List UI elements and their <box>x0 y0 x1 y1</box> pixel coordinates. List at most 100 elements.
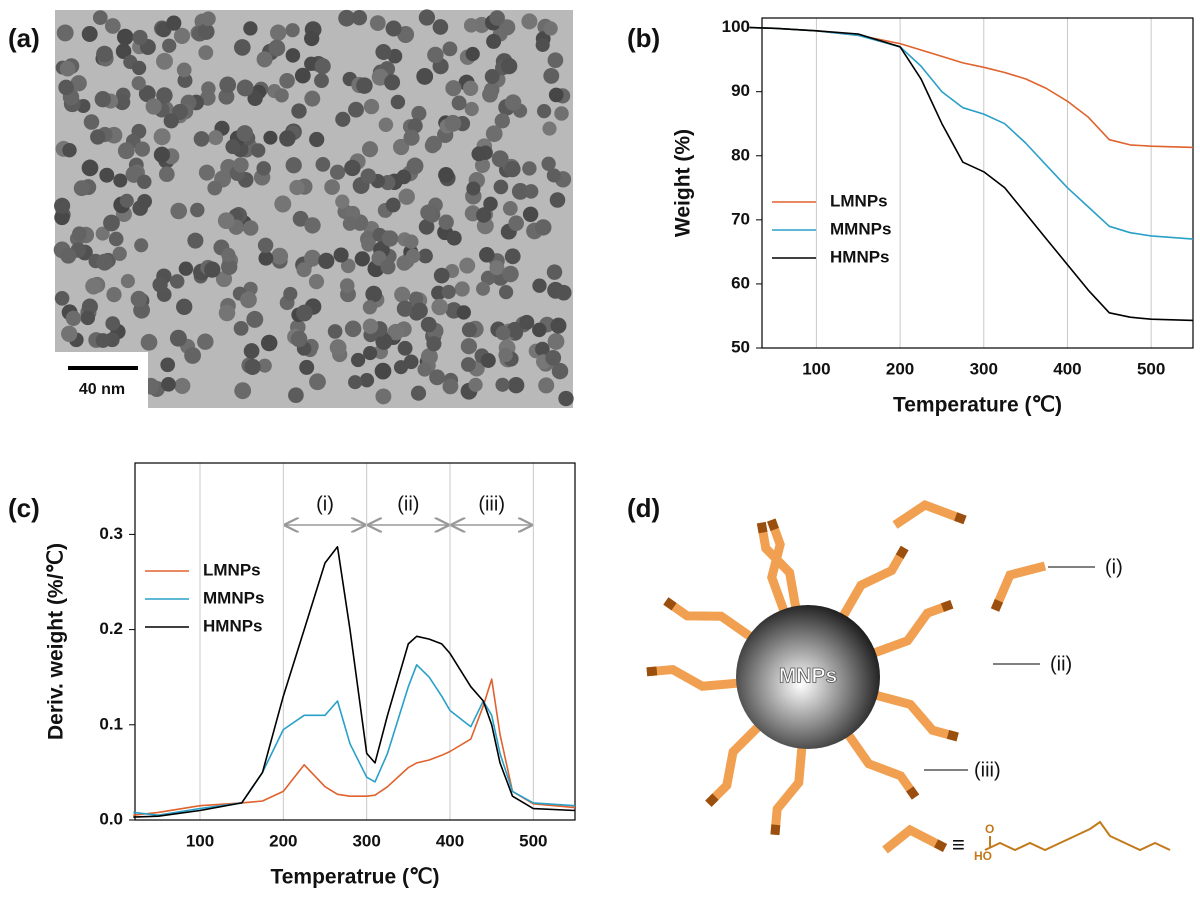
particle <box>117 142 135 160</box>
ligand <box>705 721 764 807</box>
particle <box>360 168 377 184</box>
particle <box>153 146 171 163</box>
particle <box>335 111 351 127</box>
particle <box>81 298 98 315</box>
particle <box>99 167 115 183</box>
particle <box>378 117 394 133</box>
region-label: (ii) <box>397 493 419 515</box>
particle <box>532 278 547 293</box>
particle <box>381 230 399 247</box>
plot-frame <box>134 462 576 821</box>
particle <box>456 305 471 320</box>
particle <box>83 114 100 130</box>
particle <box>285 48 301 63</box>
particle <box>96 45 113 63</box>
particle <box>215 270 233 288</box>
region-label: (iii) <box>478 493 505 515</box>
scale-bar-box <box>55 352 148 408</box>
particle <box>94 91 111 108</box>
particle <box>474 157 491 173</box>
particle <box>197 333 214 350</box>
particle <box>549 192 566 208</box>
particle <box>502 265 519 283</box>
particle <box>108 231 124 247</box>
particle <box>504 160 521 178</box>
particle <box>523 184 539 199</box>
particle <box>85 277 102 295</box>
particle <box>546 168 561 183</box>
particle <box>354 251 370 267</box>
particle <box>396 300 414 317</box>
particle <box>140 333 158 351</box>
particle <box>396 169 412 185</box>
particle <box>131 76 146 91</box>
particle <box>483 196 498 212</box>
particle <box>522 206 539 223</box>
ligand <box>892 499 967 529</box>
particle <box>290 330 308 348</box>
ligand <box>767 518 789 615</box>
ligand-end <box>646 666 658 677</box>
particle <box>408 291 424 306</box>
particle <box>173 27 191 44</box>
particle <box>404 234 419 249</box>
particle <box>260 334 278 352</box>
particle <box>291 103 307 119</box>
particle <box>486 33 502 49</box>
particle <box>475 281 491 296</box>
particle <box>134 141 151 157</box>
particle <box>274 88 289 103</box>
particle <box>441 284 456 299</box>
particle <box>551 362 569 380</box>
ligand-end <box>895 545 909 559</box>
x-tick-label: 100 <box>802 359 830 378</box>
particle <box>169 329 187 347</box>
particle <box>134 238 149 253</box>
particle <box>95 333 111 348</box>
x-tick-label: 400 <box>436 831 464 850</box>
core-particle <box>736 605 880 749</box>
ligand-end <box>946 730 959 742</box>
particle <box>96 253 114 271</box>
particle <box>393 360 409 375</box>
particle <box>500 57 518 75</box>
x-axis-title: Temperatrue (℃) <box>270 866 439 889</box>
particle <box>153 128 171 146</box>
particle <box>178 261 194 276</box>
particle <box>176 62 192 78</box>
particle <box>219 76 237 94</box>
particle <box>555 284 572 301</box>
particle <box>299 359 315 375</box>
data-line <box>133 678 576 816</box>
particle <box>160 357 176 373</box>
particle <box>504 94 522 111</box>
particle <box>462 80 479 96</box>
particle <box>484 69 500 84</box>
particle <box>324 179 340 195</box>
particle <box>506 321 523 339</box>
particle <box>243 343 260 359</box>
particle <box>257 237 274 253</box>
particle <box>329 164 346 180</box>
particle <box>61 325 78 342</box>
data-line <box>133 545 576 818</box>
particle <box>451 95 467 111</box>
ligand-label: (ii) <box>1050 653 1072 675</box>
particle <box>247 90 263 107</box>
particle <box>375 388 392 405</box>
particle <box>511 183 529 200</box>
particle <box>508 215 524 231</box>
y-tick-label: 0.2 <box>99 619 123 638</box>
particle <box>176 298 193 315</box>
ligand <box>870 599 954 658</box>
ligand-end <box>934 839 948 853</box>
particle <box>270 24 287 41</box>
particle <box>390 94 406 110</box>
particle <box>363 346 378 361</box>
particle <box>204 261 221 278</box>
legend-label: MMNPs <box>830 219 891 238</box>
particle <box>468 377 483 392</box>
particle <box>384 74 401 91</box>
particle <box>521 13 538 30</box>
particle <box>416 67 434 85</box>
